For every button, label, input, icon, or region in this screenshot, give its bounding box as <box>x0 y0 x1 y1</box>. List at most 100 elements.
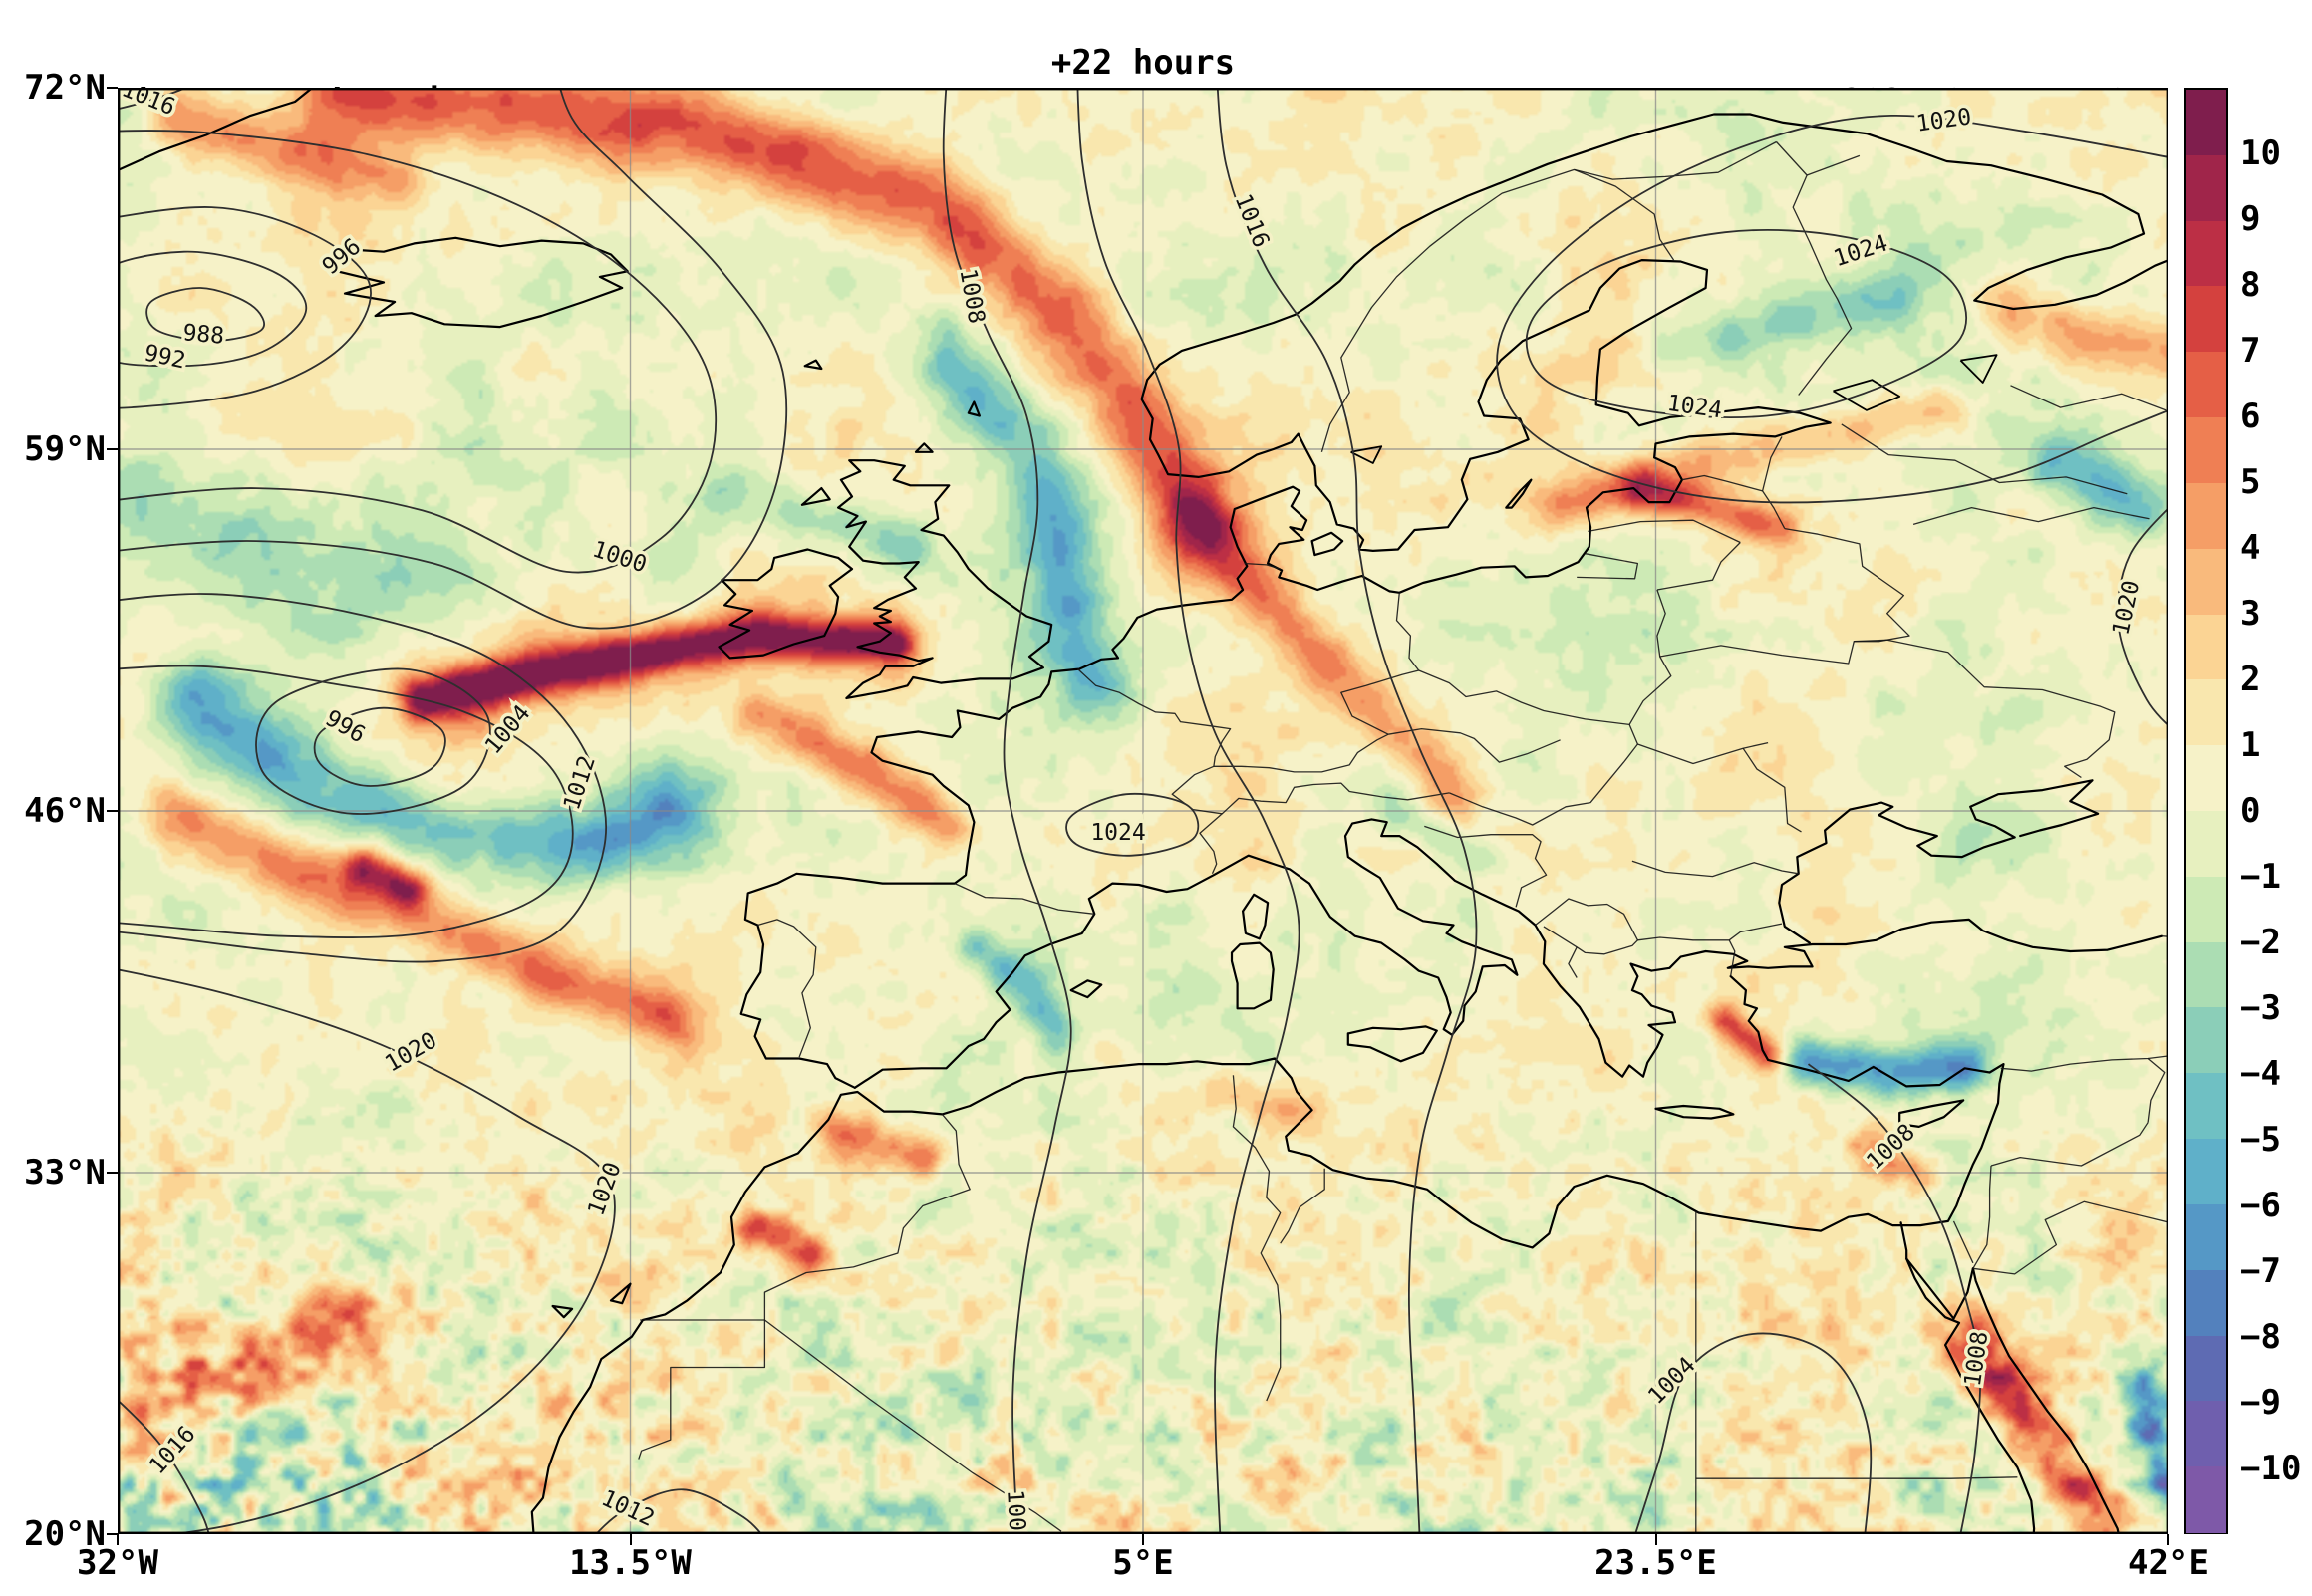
colorbar-tick-label: 2 <box>2240 660 2261 699</box>
colorbar-tick-label: −2 <box>2240 923 2281 962</box>
country-border <box>1841 423 2128 495</box>
colorbar-segment <box>2186 1073 2226 1140</box>
isobar-label: 1024 <box>1090 820 1145 846</box>
x-tick-label: 5°E <box>1112 1543 1174 1583</box>
colorbar-segment <box>2186 745 2226 812</box>
isobar-label: 1008 <box>1960 1330 1993 1388</box>
country-border <box>1637 923 1783 941</box>
country-border <box>1320 168 1575 452</box>
coastline <box>967 400 981 417</box>
country-border <box>2000 1055 2168 1072</box>
colorbar-segment <box>2186 1007 2226 1074</box>
coastline <box>609 1282 632 1305</box>
isobar-label: 1020 <box>2108 578 2145 638</box>
isobar-label: 1008 <box>954 267 989 326</box>
isobar-line <box>118 968 616 1534</box>
country-border <box>1681 474 1763 492</box>
coastline <box>530 975 2005 1534</box>
country-border <box>1221 782 1450 815</box>
isobar-line <box>255 667 491 815</box>
country-border <box>1656 542 1741 591</box>
isobar-line <box>118 206 372 409</box>
x-tick-mark <box>1142 1534 1144 1545</box>
country-border <box>1568 946 1578 978</box>
country-border <box>1418 669 1638 745</box>
colorbar-tick-label: 5 <box>2240 462 2261 502</box>
country-border <box>1424 825 1548 908</box>
y-tick-mark <box>107 87 118 89</box>
coastline <box>324 236 629 329</box>
isobar-label: 1016 <box>1230 190 1275 251</box>
colorbar-tick-label: −8 <box>2240 1317 2281 1357</box>
country-border <box>1628 589 1672 725</box>
colorbar-tick-label: 4 <box>2240 528 2261 568</box>
country-border <box>1728 939 1736 977</box>
colorbar-segment <box>2186 614 2226 681</box>
colorbar-segment <box>2186 482 2226 550</box>
colorbar-tick-label: 6 <box>2240 397 2261 436</box>
isobar-label: 1024 <box>1665 391 1723 423</box>
country-border <box>1588 519 1741 544</box>
coastline <box>1899 1221 2036 1534</box>
map-plot: 988 992 996 1000 996 1004 1012 1008 1008 1016 1016… <box>118 88 2168 1534</box>
country-border <box>1761 436 1786 529</box>
country-border <box>1244 562 1281 570</box>
x-tick-mark <box>2168 1534 2169 1545</box>
colorbar-segment <box>2186 90 2226 156</box>
isobar-line <box>595 1488 763 1534</box>
colorbar-segment <box>2186 286 2226 353</box>
country-border <box>764 1319 1062 1532</box>
x-tick-mark <box>629 1534 632 1545</box>
y-tick-mark <box>107 448 118 450</box>
country-border <box>1535 898 1639 955</box>
country-border <box>2147 1058 2166 1123</box>
country-border <box>1213 733 1389 773</box>
colorbar-tick-label: −9 <box>2240 1383 2281 1423</box>
x-tick-label: 23.5°E <box>1594 1543 1717 1583</box>
x-tick-label: 42°E <box>2128 1543 2209 1583</box>
colorbar-segment <box>2186 417 2226 484</box>
colorbar-segment <box>2186 352 2226 418</box>
coastline <box>1654 1104 1735 1120</box>
isobar-line <box>313 706 446 787</box>
colorbar-segment <box>2186 220 2226 288</box>
country-border <box>1972 1200 2168 1275</box>
country-border <box>1340 592 1420 735</box>
coastline <box>1069 979 1103 999</box>
country-border <box>1659 639 2116 779</box>
colorbar-segment <box>2186 1203 2226 1271</box>
lead-time-label: +22 hours <box>1050 43 1236 83</box>
country-border <box>2161 935 2168 937</box>
colorbar-segment <box>2186 548 2226 616</box>
colorbar-segment <box>2186 154 2226 222</box>
coastline <box>551 1304 574 1319</box>
isobar-line <box>118 665 574 938</box>
colorbar-tick-label: 1 <box>2240 725 2261 765</box>
colorbar-tick-label: −10 <box>2240 1449 2302 1488</box>
colorbar-tick-label: 7 <box>2240 331 2261 371</box>
coastline <box>800 487 831 506</box>
country-border <box>1387 727 1561 763</box>
colorbar-tick-label: −4 <box>2240 1054 2281 1094</box>
isobar-line <box>1076 88 1300 1534</box>
isobar-line <box>1216 88 1478 1534</box>
country-border <box>954 883 1095 915</box>
country-border <box>1784 527 1910 643</box>
x-tick-mark <box>1654 1534 1657 1545</box>
colorbar-tick-label: 0 <box>2240 791 2261 831</box>
country-border <box>757 919 817 1058</box>
coastline <box>1310 531 1344 557</box>
isobar-label: 1020 <box>1914 104 1972 136</box>
x-tick-label: 13.5°W <box>569 1543 692 1583</box>
colorbar-segment <box>2186 941 2226 1009</box>
x-tick-label: 32°W <box>77 1543 158 1583</box>
isobar-line <box>2117 506 2168 727</box>
isobar-label: 1016 <box>118 88 178 121</box>
country-border <box>1742 747 1802 833</box>
country-border <box>1695 1476 2018 1479</box>
colorbar-tick-label: 10 <box>2240 133 2281 173</box>
colorbar-tick-label: −3 <box>2240 988 2281 1028</box>
coastline <box>718 548 854 660</box>
colorbar-tick-label: −6 <box>2240 1186 2281 1225</box>
